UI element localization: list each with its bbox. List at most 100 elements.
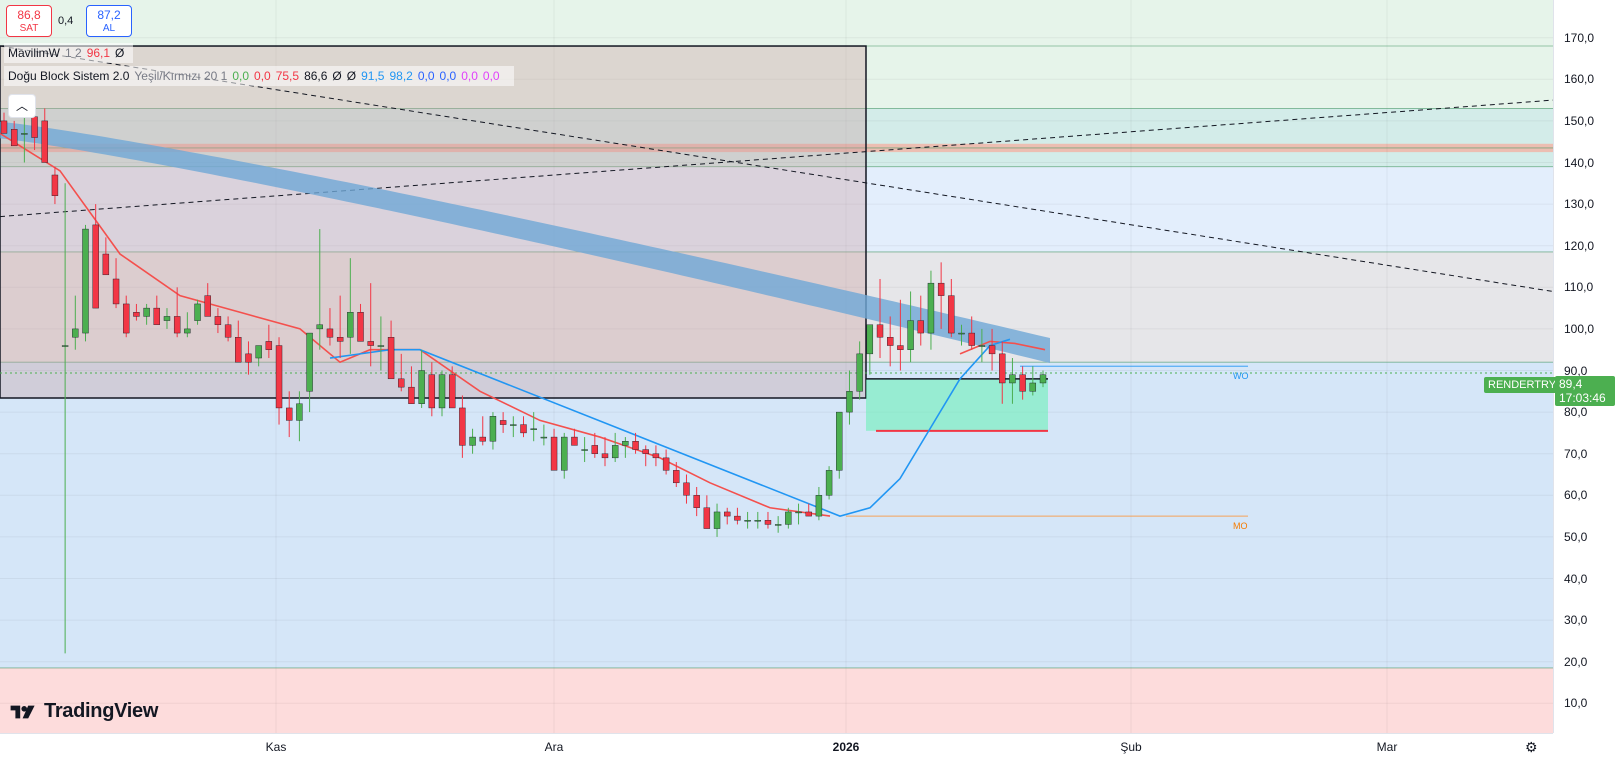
candle-body — [540, 436, 548, 439]
legend-indicator-extra: Ø — [115, 46, 125, 60]
mo-label: MO — [1233, 521, 1248, 531]
block-box — [0, 45, 867, 399]
legend-value: 0,0 — [417, 69, 435, 83]
candle-body — [377, 345, 385, 347]
chevron-up-icon: ︿ — [15, 99, 28, 113]
candle-body — [143, 307, 150, 317]
candle-body — [489, 416, 497, 442]
time-tick-label: Ara — [544, 740, 564, 754]
price-tick-label: 150,0 — [1564, 113, 1595, 128]
candle-body — [326, 328, 334, 338]
blue-ma-line — [329, 338, 1011, 517]
candle-body — [795, 511, 802, 514]
sell-button[interactable]: 86,8 SAT — [6, 5, 52, 37]
spread-value: 0,4 — [58, 15, 74, 27]
candle-body — [876, 324, 884, 338]
candle-body — [917, 320, 924, 334]
tradingview-logo[interactable]: TradingView — [10, 700, 158, 723]
candle-body — [1039, 374, 1047, 384]
candle-body — [683, 482, 690, 496]
legend-value: 98,2 — [389, 69, 413, 83]
candle-body — [601, 453, 609, 459]
candle-body — [31, 116, 38, 138]
legend-value: 91,5 — [361, 69, 385, 83]
buy-button[interactable]: 87,2 AL — [86, 5, 132, 37]
legend-value: 0,0 — [439, 69, 457, 83]
last-price: 89,4 — [1559, 377, 1583, 391]
moving-average-band — [0, 121, 1050, 364]
candle-body — [418, 370, 425, 404]
candle-body — [316, 324, 323, 330]
price-tick-label: 120,0 — [1564, 238, 1595, 253]
zone-grey — [0, 251, 1553, 363]
candle-body — [968, 332, 975, 346]
brand-name: TradingView — [44, 700, 159, 722]
sell-price: 86,8 — [17, 8, 41, 22]
candle-body — [214, 316, 222, 325]
candle-body — [611, 445, 619, 459]
candle-body — [10, 129, 18, 147]
candle-body — [978, 345, 986, 347]
candle-body — [581, 449, 588, 451]
candle-body — [724, 511, 731, 517]
wo-label: WO — [1233, 371, 1249, 381]
candle-body — [744, 520, 751, 522]
time-tick-label: 2026 — [832, 740, 860, 754]
candle-body — [173, 316, 181, 334]
time-tick-label: Şub — [1120, 740, 1142, 754]
candle-body — [306, 332, 313, 392]
candle-body — [448, 374, 456, 409]
candle-body — [255, 345, 262, 359]
price-chart[interactable] — [0, 0, 1553, 733]
tradingview-icon — [10, 705, 35, 718]
candle-body — [336, 337, 344, 342]
price-tick-label: 130,0 — [1564, 197, 1595, 212]
candle-body — [438, 374, 446, 409]
candle-body — [459, 407, 466, 446]
candle-body — [530, 428, 537, 430]
candle-body — [988, 345, 996, 355]
trend-line-up — [0, 99, 1553, 218]
price-axis[interactable]: 170,0 160,0 150,0 140,0 130,0 120,0 110,0 100,0… — [1553, 0, 1621, 733]
candle-body — [92, 224, 99, 309]
time-axis[interactable]: ⚙ Kas Ara 2026 Şub Mar — [0, 733, 1553, 760]
candle-body — [937, 282, 945, 296]
candle-body — [1009, 374, 1016, 384]
legend-value: 0,0 — [254, 69, 271, 83]
price-tick-label: 70,0 — [1564, 446, 1588, 461]
candle-body — [41, 120, 48, 163]
legend-mavilimw[interactable]: MavilimW 1 2 96,1 Ø — [4, 43, 134, 63]
candle-body — [398, 378, 405, 388]
candle-body — [571, 436, 578, 446]
legend-indicator-params: Yeşil/Kırmızı 20 1 — [134, 69, 228, 83]
price-tick-label: 170,0 — [1564, 30, 1595, 45]
candle-body — [296, 403, 303, 421]
legend-value: Ø — [332, 69, 342, 83]
candle-body — [82, 228, 89, 334]
price-tick-label: 80,0 — [1564, 405, 1588, 420]
legend-value: 75,5 — [275, 69, 300, 83]
candle-body — [224, 324, 232, 338]
candle-body — [123, 303, 130, 334]
candle-body — [72, 328, 79, 338]
candle-body — [846, 391, 853, 413]
trend-line-down — [0, 45, 1553, 292]
candle-body — [499, 420, 507, 425]
zone-red — [0, 667, 1553, 733]
price-tick-label: 60,0 — [1564, 488, 1588, 503]
candle-body — [184, 328, 191, 334]
legend-indicator-name: Doğu Block Sistem 2.0 — [8, 69, 130, 83]
legend-collapse-button[interactable]: ︿ — [8, 94, 36, 118]
legend-dogu-block[interactable]: Doğu Block Sistem 2.0 Yeşil/Kırmızı 20 1 0… — [4, 66, 514, 86]
candle-body — [245, 353, 252, 363]
candle-body — [948, 295, 955, 334]
candle-body — [387, 337, 395, 380]
candle-body — [785, 511, 792, 525]
zone-blue — [0, 362, 1553, 668]
candle-body — [367, 341, 374, 346]
candle-body — [815, 495, 823, 517]
gear-icon[interactable]: ⚙ — [1525, 739, 1538, 755]
candle-body — [51, 174, 59, 196]
buy-label: AL — [102, 23, 116, 34]
candle-body — [163, 316, 171, 321]
